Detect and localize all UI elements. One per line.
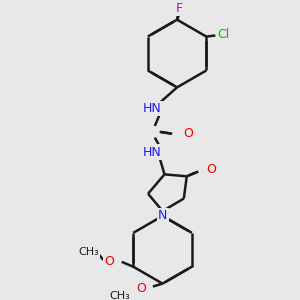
Text: F: F [176, 2, 183, 15]
Text: O: O [183, 127, 193, 140]
Text: HN: HN [142, 102, 161, 115]
Text: O: O [104, 255, 114, 268]
Text: CH₃: CH₃ [78, 247, 99, 257]
Text: O: O [206, 163, 216, 176]
Text: CH₃: CH₃ [110, 291, 130, 300]
Text: HN: HN [142, 146, 161, 159]
Text: Cl: Cl [218, 28, 230, 41]
Text: N: N [158, 209, 167, 222]
Text: O: O [136, 282, 146, 295]
